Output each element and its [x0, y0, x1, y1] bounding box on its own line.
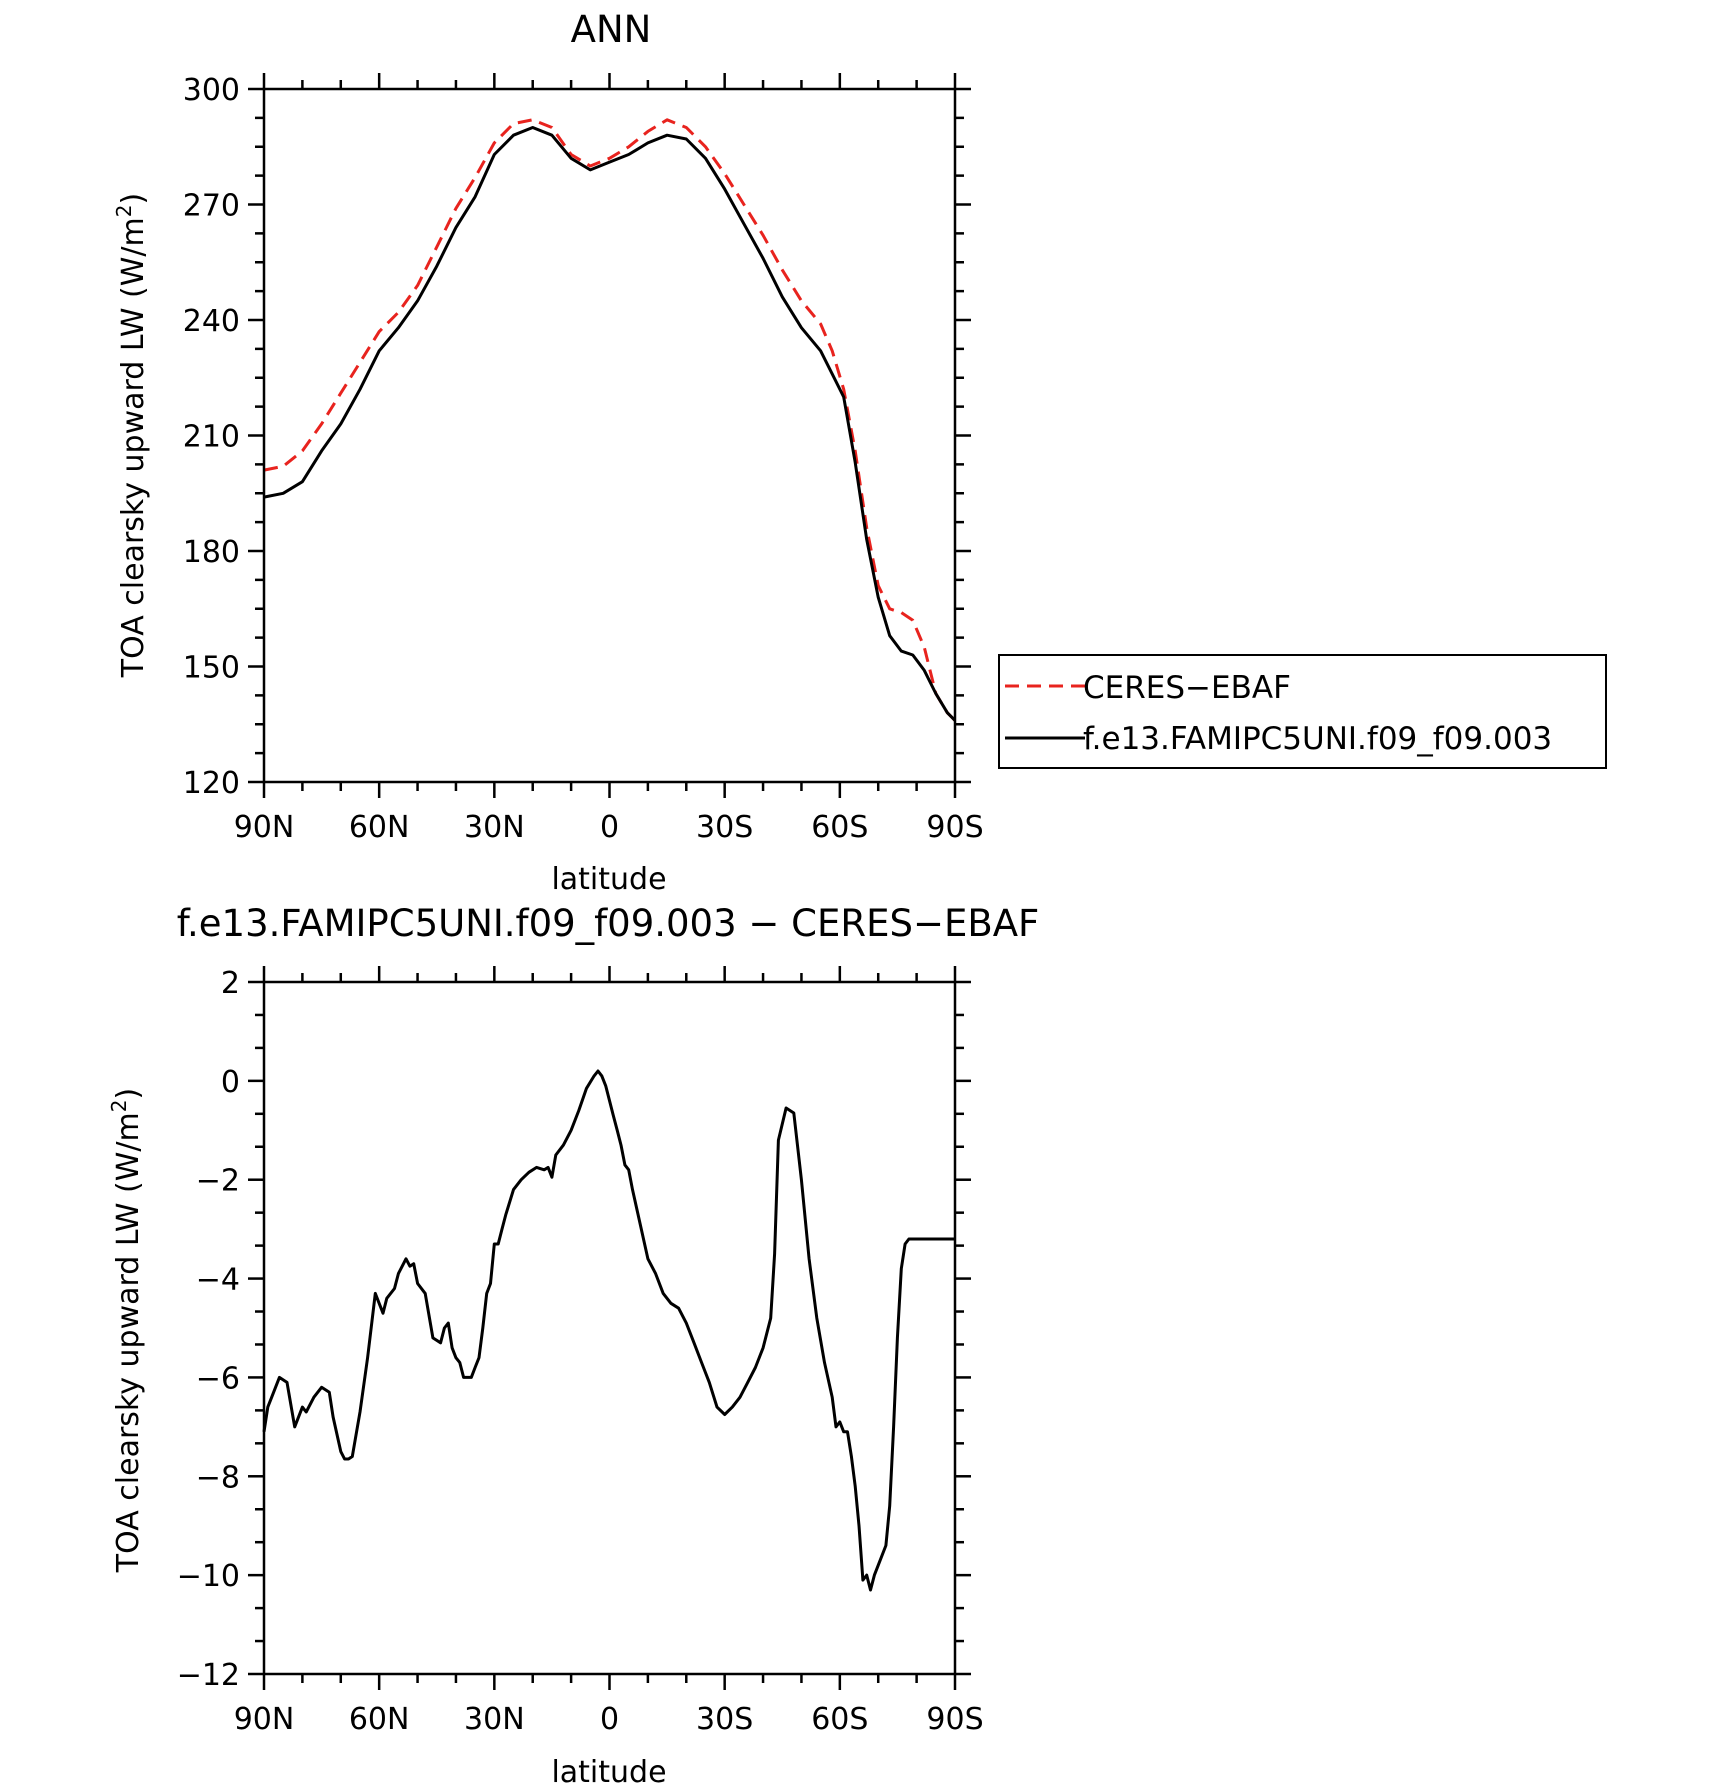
legend-box — [998, 654, 1607, 769]
bottom-chart-panel: f.e13.FAMIPC5UNI.f09_f09.003 − CERES−EBA… — [107, 902, 1039, 1789]
x-tick-label: 30S — [696, 810, 753, 845]
bottom-plot-frame — [262, 980, 957, 1676]
top-y-axis-label-main: TOA clearsky upward LW (W/m — [116, 217, 151, 678]
top-series-lines — [263, 118, 957, 722]
x-tick-label: 30S — [696, 1702, 753, 1737]
x-tick-label: 60N — [349, 810, 410, 845]
top-x-ticks: 90N 60N 30N 0 30S 60S 90S — [234, 73, 984, 845]
x-tick-label: 60S — [811, 810, 868, 845]
x-tick-label: 30N — [464, 810, 525, 845]
y-tick-label: −12 — [177, 1658, 240, 1693]
legend-label-ceres: CERES−EBAF — [1083, 670, 1291, 706]
x-tick-label: 0 — [600, 1702, 619, 1737]
y-tick-label: 240 — [183, 304, 240, 339]
legend: CERES−EBAF f.e13.FAMIPC5UNI.f09_f09.003 — [998, 654, 1607, 769]
bottom-y-ticks: −12 −10 −8 −6 −4 −2 0 2 — [177, 966, 971, 1693]
y-tick-label: 180 — [183, 535, 240, 570]
x-tick-label: 90N — [234, 1702, 295, 1737]
bottom-y-axis-label: TOA clearsky upward LW (W/m2) — [107, 1088, 146, 1573]
x-tick-label: 60N — [349, 1702, 410, 1737]
y-tick-label: 210 — [183, 420, 240, 455]
bottom-y-axis-label-superscript: 2 — [107, 1100, 131, 1113]
y-tick-label: 300 — [183, 73, 240, 108]
y-tick-label: 0 — [221, 1065, 240, 1100]
top-x-axis-label: latitude — [551, 862, 666, 897]
top-plot-frame — [262, 87, 957, 784]
x-tick-label: 90N — [234, 810, 295, 845]
bottom-x-ticks: 90N 60N 30N 0 30S 60S 90S — [234, 966, 984, 1737]
top-chart-title: ANN — [571, 8, 652, 51]
x-tick-label: 90S — [926, 810, 983, 845]
y-tick-label: 150 — [183, 651, 240, 686]
y-tick-label: −4 — [196, 1263, 240, 1298]
y-tick-label: −2 — [196, 1164, 240, 1199]
x-tick-label: 90S — [926, 1702, 983, 1737]
bottom-x-axis-label: latitude — [551, 1755, 666, 1789]
bottom-chart-title: f.e13.FAMIPC5UNI.f09_f09.003 − CERES−EBA… — [177, 902, 1040, 945]
y-tick-label: 120 — [183, 766, 240, 801]
y-tick-label: −6 — [196, 1361, 240, 1396]
x-tick-label: 30N — [464, 1702, 525, 1737]
top-chart-panel: ANN 120 150 180 210 240 270 300 90N 60N 30N 0 30S 6… — [112, 8, 1607, 897]
top-y-axis-label-end: ) — [116, 193, 151, 205]
x-tick-label: 60S — [811, 1702, 868, 1737]
top-series-line-0 — [263, 118, 957, 722]
y-tick-label: 270 — [183, 189, 240, 224]
bottom-y-axis-label-main: TOA clearsky upward LW (W/m — [111, 1112, 146, 1573]
y-tick-label: −10 — [177, 1559, 240, 1594]
y-tick-label: −8 — [196, 1460, 240, 1495]
top-series-line-1 — [263, 126, 957, 722]
top-y-axis-label: TOA clearsky upward LW (W/m2) — [112, 193, 151, 678]
y-tick-label: 2 — [221, 966, 240, 1001]
x-tick-label: 0 — [600, 810, 619, 845]
legend-label-model: f.e13.FAMIPC5UNI.f09_f09.003 — [1083, 721, 1552, 757]
bottom-y-axis-label-end: ) — [111, 1088, 146, 1100]
top-y-axis-label-superscript: 2 — [112, 205, 136, 218]
bottom-series-lines — [262, 1069, 955, 1592]
top-y-ticks: 120 150 180 210 240 270 300 — [183, 73, 971, 801]
bottom-series-line-0 — [262, 1069, 955, 1592]
